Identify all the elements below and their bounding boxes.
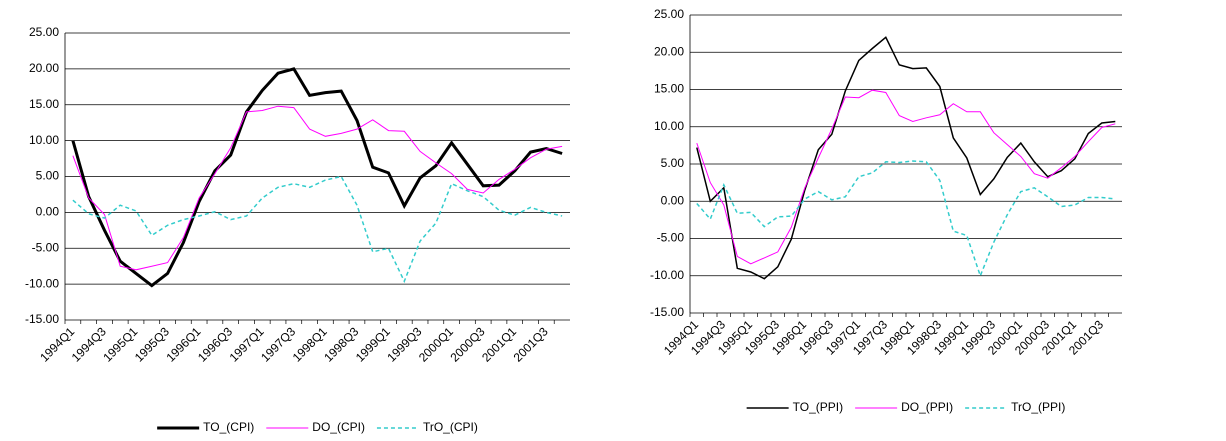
series-line [696, 160, 1116, 278]
y-tick-label: 15.00 [654, 82, 684, 96]
y-tick-label: 10.00 [654, 119, 684, 133]
y-tick-label: 5.00 [661, 156, 685, 170]
y-tick-label: -5.00 [32, 240, 60, 254]
legend-label: TO_(CPI) [203, 420, 254, 434]
y-tick-label: 10.00 [29, 133, 59, 147]
series-line [71, 67, 563, 288]
legend-label: TO_(PPI) [793, 400, 843, 414]
y-tick-label: 5.00 [36, 169, 60, 183]
series-line [72, 175, 563, 284]
y-tick-label: 25.00 [29, 25, 59, 39]
legend-label: DO_(CPI) [312, 420, 365, 434]
series-line [72, 105, 563, 271]
y-tick-label: -10.00 [650, 268, 684, 282]
y-tick-label: -15.00 [650, 305, 684, 319]
x-tick-label: 2001Q3 [511, 324, 551, 364]
y-tick-label: -15.00 [25, 312, 59, 326]
chart: -15.00 -10.00 -5.00 0.00 5.00 10.00 15.00 20.00… [25, 25, 570, 434]
legend-label: TrO_(CPI) [423, 420, 478, 434]
y-tick-label: 0.00 [36, 205, 60, 219]
y-tick-label: 20.00 [29, 61, 59, 75]
chart: -15.00 -10.00 -5.00 0.00 5.00 10.00 15.00 20.00… [650, 7, 1122, 414]
legend-label: TrO_(PPI) [1011, 400, 1065, 414]
y-tick-label: 15.00 [29, 97, 59, 111]
y-tick-label: 20.00 [654, 44, 684, 58]
series-line [696, 89, 1116, 265]
y-tick-label: -5.00 [657, 231, 685, 245]
y-tick-label: 0.00 [661, 193, 685, 207]
y-tick-label: -10.00 [25, 276, 59, 290]
series-line [696, 36, 1116, 280]
legend-label: DO_(PPI) [901, 400, 953, 414]
y-tick-label: 25.00 [654, 7, 684, 21]
